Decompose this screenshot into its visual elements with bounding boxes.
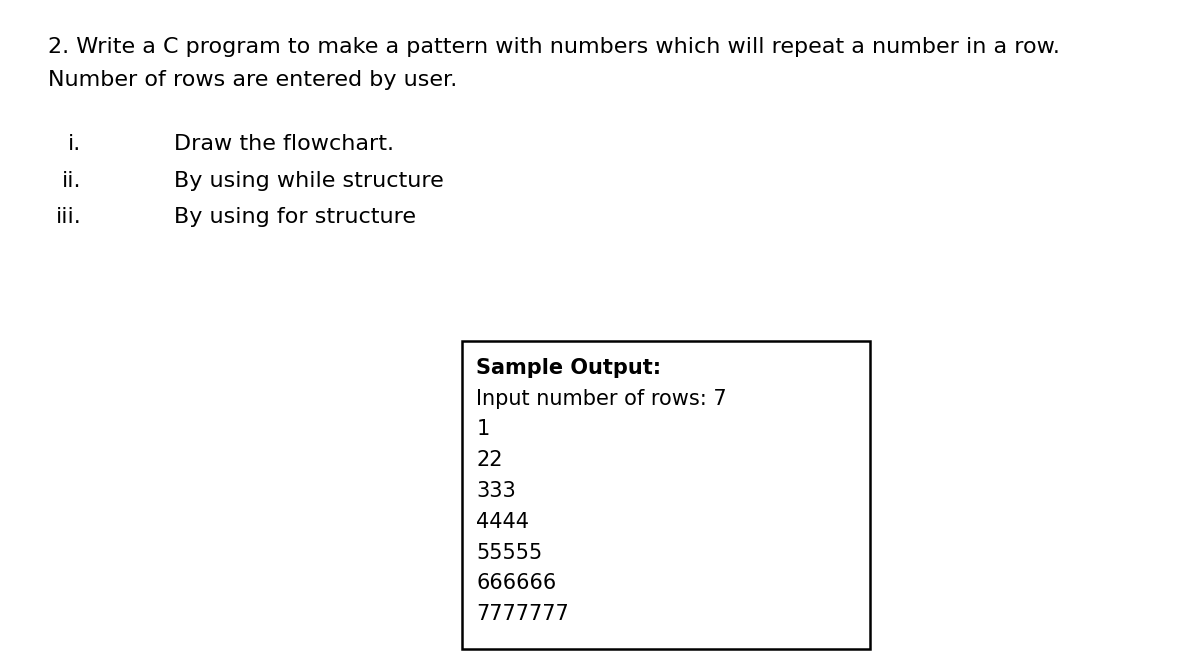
Text: 7777777: 7777777 [476, 604, 569, 624]
Text: 22: 22 [476, 450, 503, 470]
Text: 666666: 666666 [476, 573, 557, 593]
Text: Draw the flowchart.: Draw the flowchart. [174, 134, 394, 154]
Text: Input number of rows: 7: Input number of rows: 7 [476, 389, 727, 409]
Text: iii.: iii. [56, 207, 82, 227]
Text: 55555: 55555 [476, 543, 542, 563]
Text: ii.: ii. [62, 171, 82, 191]
Text: 1: 1 [476, 419, 490, 440]
Text: 2. Write a C program to make a pattern with numbers which will repeat a number i: 2. Write a C program to make a pattern w… [48, 37, 1060, 57]
Text: Number of rows are entered by user.: Number of rows are entered by user. [48, 70, 457, 90]
Text: Sample Output:: Sample Output: [476, 358, 661, 378]
Text: 4444: 4444 [476, 512, 529, 532]
Text: 333: 333 [476, 481, 516, 501]
Text: By using while structure: By using while structure [174, 171, 444, 191]
Text: i.: i. [68, 134, 82, 154]
Text: By using for structure: By using for structure [174, 207, 416, 227]
